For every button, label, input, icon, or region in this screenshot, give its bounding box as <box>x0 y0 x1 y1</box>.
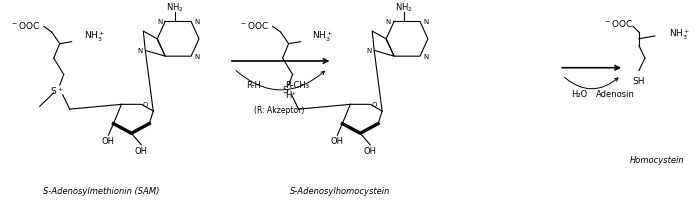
Text: N: N <box>423 19 428 25</box>
Text: N: N <box>137 48 142 54</box>
Text: N: N <box>423 54 428 60</box>
Text: NH$_3^+$: NH$_3^+$ <box>83 30 104 44</box>
Text: O: O <box>143 102 148 108</box>
Text: O: O <box>372 102 377 108</box>
Text: OH: OH <box>331 137 344 146</box>
Text: H₂O: H₂O <box>571 90 587 99</box>
Text: OH: OH <box>135 146 148 155</box>
FancyArrowPatch shape <box>564 78 618 89</box>
Text: N: N <box>386 19 391 25</box>
Text: S-Adenosylmethionin (SAM): S-Adenosylmethionin (SAM) <box>43 186 160 195</box>
Text: N: N <box>194 54 199 60</box>
Text: NH$_2$: NH$_2$ <box>166 2 183 14</box>
Text: N: N <box>157 19 162 25</box>
Text: Adenosin: Adenosin <box>596 90 635 99</box>
Text: NH$_2$: NH$_2$ <box>395 2 412 14</box>
Text: NH$_3^+$: NH$_3^+$ <box>312 30 333 44</box>
Text: $^-$OOC: $^-$OOC <box>10 20 40 31</box>
Text: N: N <box>366 48 371 54</box>
Text: N: N <box>194 19 199 25</box>
FancyArrowPatch shape <box>236 71 325 90</box>
Text: NH$_3^+$: NH$_3^+$ <box>668 28 690 42</box>
Text: OH: OH <box>364 146 377 155</box>
Text: S$^+$: S$^+$ <box>50 85 64 96</box>
Text: R-CH₃: R-CH₃ <box>286 80 309 89</box>
Text: OH: OH <box>102 137 115 146</box>
Text: $^-$OOC: $^-$OOC <box>239 20 269 31</box>
Text: SH: SH <box>633 76 645 85</box>
Text: S: S <box>283 86 288 95</box>
Text: R-H: R-H <box>246 80 260 89</box>
Text: H⁺: H⁺ <box>286 91 297 100</box>
Text: (R: Akzeptor): (R: Akzeptor) <box>254 105 304 114</box>
Text: $^-$OOC: $^-$OOC <box>603 18 633 29</box>
Text: Homocystein: Homocystein <box>629 155 684 164</box>
Text: S-Adenosylhomocystein: S-Adenosylhomocystein <box>290 186 391 195</box>
